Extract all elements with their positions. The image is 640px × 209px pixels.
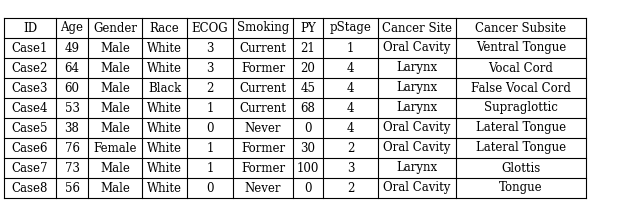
Text: White: White: [147, 181, 182, 195]
Text: 20: 20: [301, 61, 316, 74]
Text: Male: Male: [100, 102, 130, 115]
Text: Lateral Tongue: Lateral Tongue: [476, 121, 566, 135]
Text: Oral Cavity: Oral Cavity: [383, 121, 451, 135]
Text: Male: Male: [100, 42, 130, 55]
Text: 21: 21: [301, 42, 316, 55]
Text: White: White: [147, 102, 182, 115]
Text: Cancer Site: Cancer Site: [382, 22, 452, 34]
Text: Male: Male: [100, 181, 130, 195]
Text: Case7: Case7: [12, 162, 48, 175]
Text: Smoking: Smoking: [237, 22, 289, 34]
Text: Age: Age: [61, 22, 83, 34]
Text: Larynx: Larynx: [396, 102, 438, 115]
Text: White: White: [147, 162, 182, 175]
Text: White: White: [147, 42, 182, 55]
Text: Oral Cavity: Oral Cavity: [383, 141, 451, 154]
Text: ID: ID: [23, 22, 37, 34]
Text: False Vocal Cord: False Vocal Cord: [471, 82, 571, 94]
Text: 64: 64: [65, 61, 79, 74]
Text: White: White: [147, 121, 182, 135]
Text: Case8: Case8: [12, 181, 48, 195]
Text: Case5: Case5: [12, 121, 48, 135]
Text: Case4: Case4: [12, 102, 48, 115]
Text: 1: 1: [206, 102, 214, 115]
Text: 2: 2: [347, 141, 354, 154]
Text: 38: 38: [65, 121, 79, 135]
Text: 1: 1: [206, 141, 214, 154]
Text: 0: 0: [304, 181, 312, 195]
Text: pStage: pStage: [330, 22, 371, 34]
Text: 3: 3: [206, 61, 214, 74]
Text: 76: 76: [65, 141, 79, 154]
Text: Current: Current: [239, 42, 287, 55]
Text: 1: 1: [347, 42, 354, 55]
Text: Current: Current: [239, 82, 287, 94]
Text: 4: 4: [347, 121, 355, 135]
Text: 30: 30: [301, 141, 316, 154]
Text: Male: Male: [100, 82, 130, 94]
Text: 60: 60: [65, 82, 79, 94]
Text: 2: 2: [206, 82, 214, 94]
Text: 2: 2: [347, 181, 354, 195]
Text: 56: 56: [65, 181, 79, 195]
Text: Former: Former: [241, 141, 285, 154]
Text: Black: Black: [148, 82, 181, 94]
Text: Never: Never: [244, 181, 281, 195]
Text: 4: 4: [347, 102, 355, 115]
Text: ECOG: ECOG: [192, 22, 228, 34]
Text: Gender: Gender: [93, 22, 137, 34]
Text: Supraglottic: Supraglottic: [484, 102, 558, 115]
Text: Former: Former: [241, 162, 285, 175]
Text: 53: 53: [65, 102, 79, 115]
Text: Vocal Cord: Vocal Cord: [488, 61, 554, 74]
Text: 68: 68: [301, 102, 316, 115]
Text: 1: 1: [206, 162, 214, 175]
Text: 0: 0: [206, 121, 214, 135]
Text: Never: Never: [244, 121, 281, 135]
Text: 4: 4: [347, 82, 355, 94]
Text: Larynx: Larynx: [396, 82, 438, 94]
Text: Lateral Tongue: Lateral Tongue: [476, 141, 566, 154]
Text: 49: 49: [65, 42, 79, 55]
Text: Ventral Tongue: Ventral Tongue: [476, 42, 566, 55]
Text: 100: 100: [297, 162, 319, 175]
Text: White: White: [147, 61, 182, 74]
Text: 0: 0: [304, 121, 312, 135]
Text: Glottis: Glottis: [501, 162, 541, 175]
Text: Male: Male: [100, 61, 130, 74]
Text: Cancer Subsite: Cancer Subsite: [476, 22, 566, 34]
Text: White: White: [147, 141, 182, 154]
Text: 45: 45: [301, 82, 316, 94]
Text: 3: 3: [347, 162, 355, 175]
Text: Larynx: Larynx: [396, 162, 438, 175]
Text: Case6: Case6: [12, 141, 48, 154]
Text: Case1: Case1: [12, 42, 48, 55]
Text: Oral Cavity: Oral Cavity: [383, 181, 451, 195]
Text: 4: 4: [347, 61, 355, 74]
Text: Male: Male: [100, 162, 130, 175]
Text: Female: Female: [93, 141, 137, 154]
Text: Race: Race: [150, 22, 179, 34]
Text: Former: Former: [241, 61, 285, 74]
Text: Oral Cavity: Oral Cavity: [383, 42, 451, 55]
Text: Tongue: Tongue: [499, 181, 543, 195]
Text: 73: 73: [65, 162, 79, 175]
Text: Case2: Case2: [12, 61, 48, 74]
Text: 0: 0: [206, 181, 214, 195]
Text: Current: Current: [239, 102, 287, 115]
Text: Case3: Case3: [12, 82, 48, 94]
Text: 3: 3: [206, 42, 214, 55]
Text: Larynx: Larynx: [396, 61, 438, 74]
Text: Male: Male: [100, 121, 130, 135]
Text: PY: PY: [300, 22, 316, 34]
